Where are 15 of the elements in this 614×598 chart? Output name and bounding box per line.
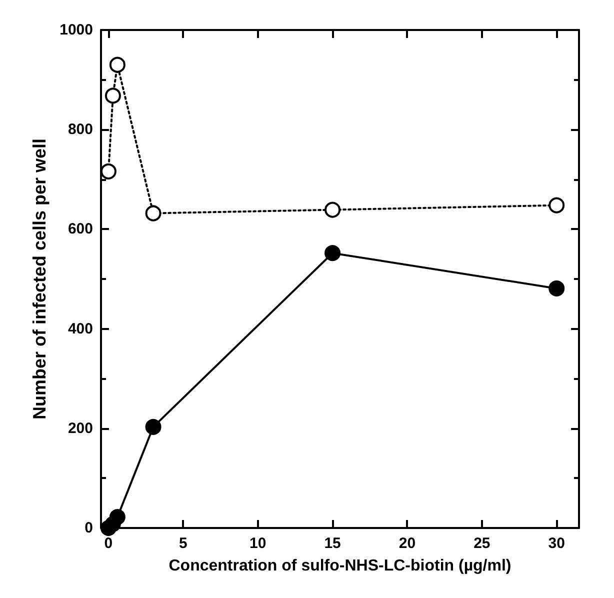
y-tick-label: 800	[68, 121, 93, 138]
x-tick-label: 10	[250, 535, 266, 552]
x-tick-label: 25	[474, 535, 490, 552]
x-tick-label: 20	[398, 535, 416, 552]
x-axis-title: Concentration of sulfo-NHS-LC-biotin (µg/ml)	[168, 558, 512, 574]
y-axis-title: Number of infected cells per well	[30, 138, 50, 420]
y-tick-label: 1000	[60, 22, 93, 38]
y-tick-label: 200	[68, 420, 93, 437]
x-tick-label: 5	[178, 535, 188, 552]
y-tick-label: 400	[68, 320, 93, 338]
x-tick-label: 30	[548, 535, 565, 552]
y-tick-label: 0	[84, 520, 93, 536]
x-tick-label: 0	[104, 535, 113, 552]
y-tick-label: 600	[68, 220, 93, 238]
x-tick-label: 15	[324, 535, 341, 552]
